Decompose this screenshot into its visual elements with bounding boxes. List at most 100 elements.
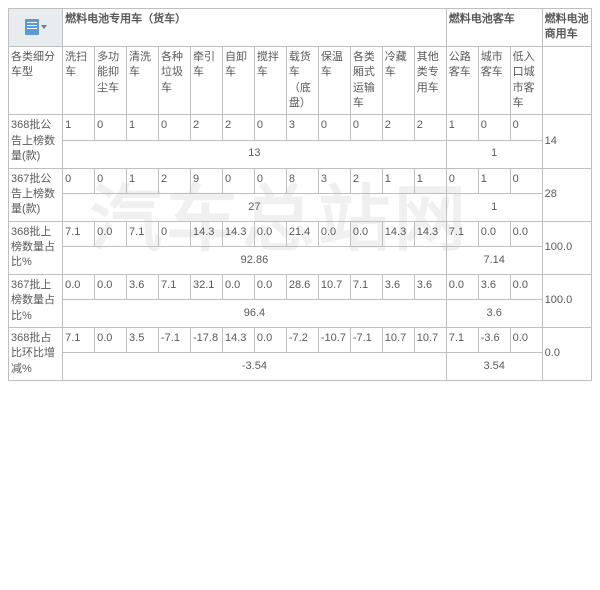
col-c5: 牵引车 [190,46,222,115]
row-total: 0.0 [542,328,591,381]
row-label: 367批上榜数量占比% [9,274,63,327]
cell-value: 2 [222,115,254,140]
cell-value: 10.7 [382,328,414,353]
document-icon [25,19,39,35]
cell-value: 28.6 [286,274,318,299]
cell-value: 0.0 [254,328,286,353]
cell-value: 3 [286,115,318,140]
cell-value: 1 [446,115,478,140]
row-total: 14 [542,115,591,168]
cell-value: 3.5 [127,328,159,353]
cell-value: 7.1 [127,221,159,246]
cell-value: 0 [254,168,286,193]
cell-value: 0 [159,115,191,140]
col-c3: 清洗车 [127,46,159,115]
row-label: 368批公告上榜数量(款) [9,115,63,168]
col-c14: 城市客车 [478,46,510,115]
cell-value: 1 [63,115,95,140]
col-c1: 洗扫车 [63,46,95,115]
chevron-down-icon [41,25,47,29]
cell-value: 0.0 [95,328,127,353]
cell-value: 0.0 [510,274,542,299]
cell-value: 3.6 [382,274,414,299]
cell-value: 0 [95,115,127,140]
col-c13: 公路客车 [446,46,478,115]
col-c8: 载货车（底盘） [286,46,318,115]
header-group-bus: 燃料电池客车 [446,9,542,47]
cell-value: 0.0 [222,274,254,299]
cell-value: 1 [478,168,510,193]
cell-value: 0.0 [510,221,542,246]
col-c2: 多功能抑尘车 [95,46,127,115]
cell-value: 2 [350,168,382,193]
cell-value: 10.7 [414,328,446,353]
cell-value: 7.1 [446,328,478,353]
subtotal-trucks: -3.54 [63,353,447,381]
cell-value: 0.0 [63,274,95,299]
row-total: 100.0 [542,274,591,327]
cell-value: -7.2 [286,328,318,353]
cell-value: 0 [254,115,286,140]
cell-value: 0.0 [254,221,286,246]
doc-menu-cell[interactable] [9,9,63,47]
cell-value: 7.1 [446,221,478,246]
row-label-header: 各类细分车型 [9,46,63,115]
cell-value: 0.0 [318,221,350,246]
cell-value: 8 [286,168,318,193]
cell-value: -7.1 [159,328,191,353]
subtotal-bus: 3.54 [446,353,542,381]
cell-value: 2 [382,115,414,140]
cell-value: 7.1 [63,328,95,353]
cell-value: 0.0 [254,274,286,299]
col-total-blank [542,46,591,115]
cell-value: 10.7 [318,274,350,299]
col-c9: 保温车 [318,46,350,115]
cell-value: 7.1 [63,221,95,246]
cell-value: 21.4 [286,221,318,246]
cell-value: -10.7 [318,328,350,353]
subtotal-trucks: 96.4 [63,300,447,328]
row-total: 28 [542,168,591,221]
cell-value: 0.0 [510,328,542,353]
cell-value: 3.6 [414,274,446,299]
row-label: 368批占比环比增减% [9,328,63,381]
header-group-commercial: 燃料电池商用车 [542,9,591,47]
fuel-cell-vehicle-table: 燃料电池专用车（货车） 燃料电池客车 燃料电池商用车 各类细分车型 洗扫车 多功… [8,8,592,381]
cell-value: 0.0 [95,221,127,246]
cell-value: 14.3 [190,221,222,246]
cell-value: 32.1 [190,274,222,299]
subtotal-bus: 1 [446,140,542,168]
cell-value: 3.6 [478,274,510,299]
cell-value: 0 [222,168,254,193]
subtotal-bus: 1 [446,193,542,221]
cell-value: 2 [159,168,191,193]
cell-value: 9 [190,168,222,193]
cell-value: 0.0 [95,274,127,299]
cell-value: 1 [414,168,446,193]
cell-value: 2 [414,115,446,140]
subtotal-trucks: 92.86 [63,247,447,275]
row-label: 368批上榜数量占比% [9,221,63,274]
row-total: 100.0 [542,221,591,274]
col-c4: 各种垃圾车 [159,46,191,115]
col-c12: 其他类专用车 [414,46,446,115]
cell-value: 14.3 [382,221,414,246]
cell-value: 2 [190,115,222,140]
subtotal-trucks: 13 [63,140,447,168]
cell-value: 0 [350,115,382,140]
cell-value: 0.0 [446,274,478,299]
cell-value: 0 [318,115,350,140]
cell-value: 0 [159,221,191,246]
col-c6: 自卸车 [222,46,254,115]
cell-value: 3 [318,168,350,193]
cell-value: 0.0 [350,221,382,246]
cell-value: 14.3 [414,221,446,246]
cell-value: -7.1 [350,328,382,353]
cell-value: 0 [63,168,95,193]
col-c10: 各类厢式运输车 [350,46,382,115]
row-label: 367批公告上榜数量(款) [9,168,63,221]
col-c11: 冷藏车 [382,46,414,115]
subtotal-trucks: 27 [63,193,447,221]
cell-value: 0 [510,168,542,193]
header-group-trucks: 燃料电池专用车（货车） [63,9,447,47]
